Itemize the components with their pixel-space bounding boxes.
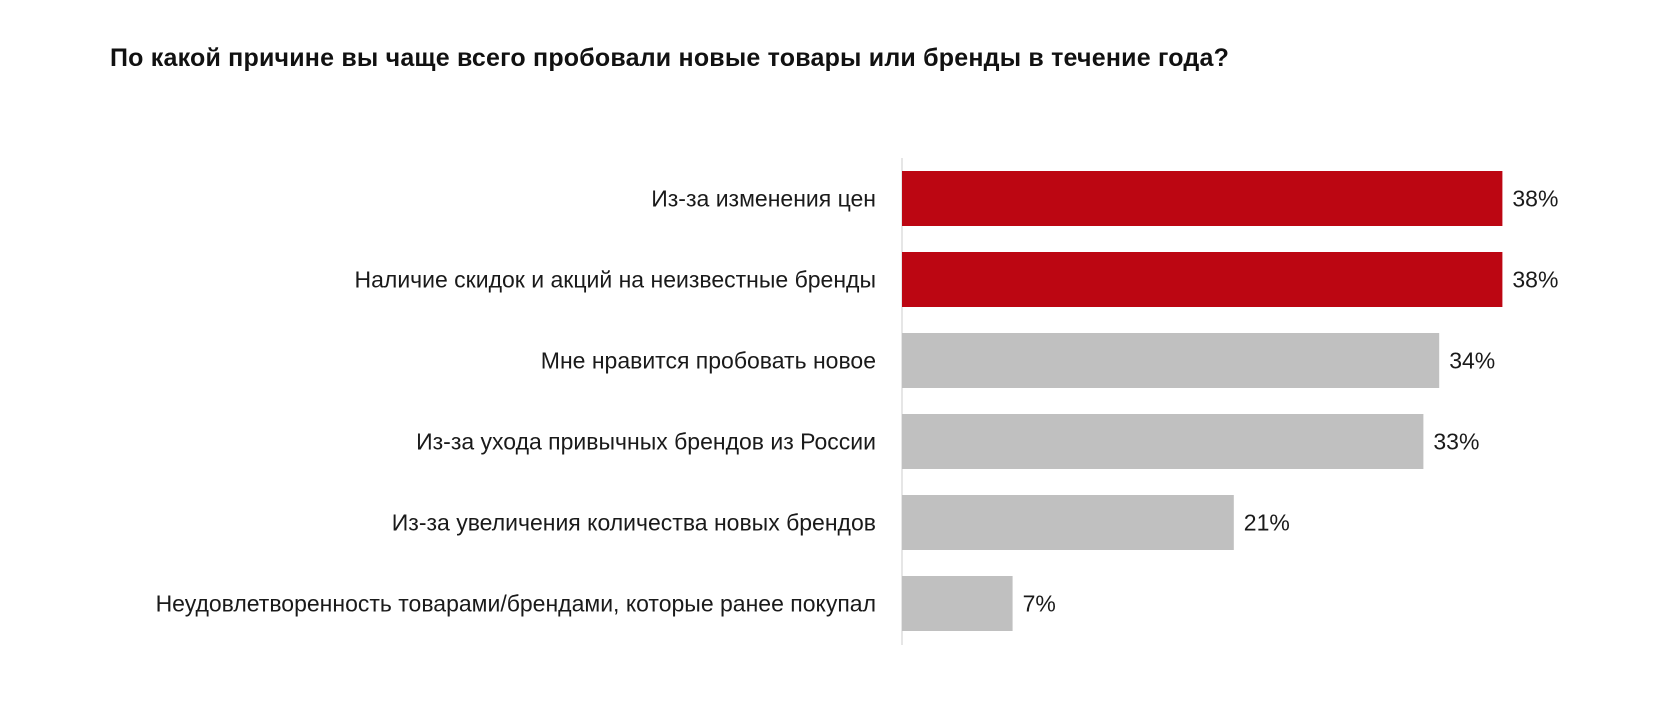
value-label-6: 7% [1023, 591, 1056, 617]
category-label-4: Из-за ухода привычных брендов из России [416, 429, 876, 455]
category-label-5: Из-за увеличения количества новых брендо… [392, 510, 876, 536]
bar-4 [902, 414, 1424, 469]
bar-5 [902, 495, 1234, 550]
bar-1 [902, 171, 1503, 226]
value-label-2: 38% [1512, 267, 1558, 293]
value-label-4: 33% [1433, 429, 1479, 455]
chart-title: По какой причине вы чаще всего пробовали… [110, 44, 1230, 72]
value-label-3: 34% [1449, 348, 1495, 374]
category-label-1: Из-за изменения цен [651, 186, 876, 212]
bar-6 [902, 576, 1013, 631]
value-label-5: 21% [1244, 510, 1290, 536]
value-label-1: 38% [1512, 186, 1558, 212]
category-label-6: Неудовлетворенность товарами/брендами, к… [156, 591, 876, 617]
category-label-3: Мне нравится пробовать новое [541, 348, 876, 374]
bar-2 [902, 252, 1503, 307]
category-label-2: Наличие скидок и акций на неизвестные бр… [355, 267, 877, 293]
bar-3 [902, 333, 1440, 388]
